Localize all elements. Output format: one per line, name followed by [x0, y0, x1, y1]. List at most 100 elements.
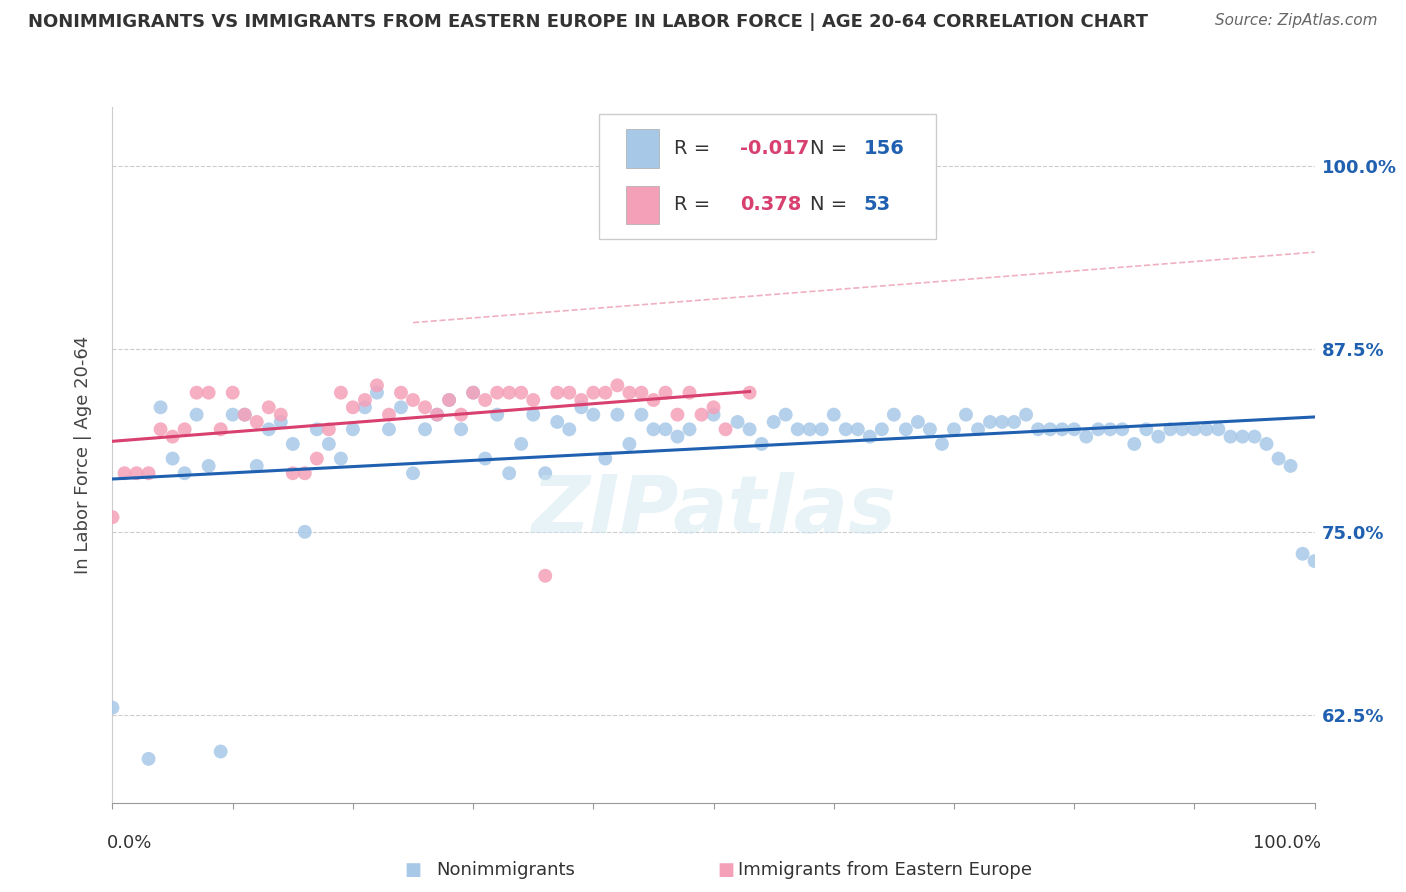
Point [1002, 415, 1025, 429]
Text: 53: 53 [863, 195, 891, 214]
Point [643, 422, 665, 436]
Text: Nonimmigrants: Nonimmigrants [436, 861, 575, 879]
Point [1184, 422, 1206, 436]
Point [835, 422, 858, 436]
Point [318, 422, 340, 436]
Point [606, 408, 628, 422]
Point [281, 437, 304, 451]
Point [1135, 422, 1157, 436]
Point [366, 378, 388, 392]
Point [378, 408, 401, 422]
Text: Immigrants from Eastern Europe: Immigrants from Eastern Europe [738, 861, 1032, 879]
Point [222, 408, 245, 422]
Point [595, 385, 617, 400]
Point [654, 385, 676, 400]
Point [389, 385, 412, 400]
Point [257, 422, 280, 436]
Point [474, 392, 496, 407]
Point [378, 422, 401, 436]
Y-axis label: In Labor Force | Age 20-64: In Labor Force | Age 20-64 [73, 335, 91, 574]
Point [209, 745, 232, 759]
Bar [626, 129, 659, 168]
Point [1208, 422, 1230, 436]
Point [1026, 422, 1049, 436]
Point [775, 408, 797, 422]
Point [1147, 429, 1170, 443]
Point [197, 458, 219, 473]
Point [450, 408, 472, 422]
Point [1087, 422, 1109, 436]
Text: N =: N = [810, 139, 846, 158]
Point [738, 385, 761, 400]
Point [979, 415, 1001, 429]
Point [654, 422, 676, 436]
Point [474, 451, 496, 466]
Point [558, 385, 581, 400]
Text: 156: 156 [863, 139, 904, 158]
Point [690, 408, 713, 422]
Point [1159, 422, 1181, 436]
Point [281, 467, 304, 481]
Point [823, 408, 845, 422]
Point [270, 415, 292, 429]
Text: -0.017: -0.017 [740, 139, 810, 158]
Text: R =: R = [673, 139, 710, 158]
Text: ZIPatlas: ZIPatlas [531, 472, 896, 549]
Point [1015, 408, 1038, 422]
Point [546, 385, 568, 400]
Point [678, 385, 700, 400]
Point [329, 385, 352, 400]
Text: 100.0%: 100.0% [1253, 834, 1320, 852]
Point [1232, 429, 1254, 443]
Point [1195, 422, 1218, 436]
Point [149, 401, 172, 415]
Point [883, 408, 905, 422]
Point [342, 422, 364, 436]
Point [762, 415, 785, 429]
Point [114, 467, 136, 481]
Point [389, 401, 412, 415]
Point [101, 510, 124, 524]
FancyBboxPatch shape [599, 114, 936, 239]
Point [786, 422, 808, 436]
Point [534, 467, 557, 481]
Point [498, 385, 520, 400]
Point [486, 408, 509, 422]
Point [727, 415, 749, 429]
Point [246, 415, 269, 429]
Text: N =: N = [810, 195, 846, 214]
Point [619, 437, 641, 451]
Point [270, 408, 292, 422]
Text: 0.378: 0.378 [740, 195, 801, 214]
Point [870, 422, 893, 436]
Point [569, 392, 592, 407]
Point [630, 408, 652, 422]
Point [413, 401, 436, 415]
Point [342, 401, 364, 415]
Point [354, 392, 377, 407]
Point [173, 467, 195, 481]
Point [859, 429, 882, 443]
Point [305, 451, 328, 466]
Point [510, 437, 533, 451]
Point [125, 467, 148, 481]
Point [955, 408, 977, 422]
Point [354, 401, 377, 415]
Point [426, 408, 449, 422]
Point [846, 422, 869, 436]
Point [149, 422, 172, 436]
Point [450, 422, 472, 436]
Point [257, 401, 280, 415]
Point [329, 451, 352, 466]
Point [810, 422, 832, 436]
Point [1099, 422, 1122, 436]
Point [643, 392, 665, 407]
Point [294, 524, 316, 539]
Text: ■: ■ [717, 861, 734, 879]
Point [162, 429, 184, 443]
Point [534, 568, 557, 582]
Point [582, 408, 605, 422]
Point [595, 451, 617, 466]
Point [1171, 422, 1194, 436]
Point [1279, 458, 1302, 473]
